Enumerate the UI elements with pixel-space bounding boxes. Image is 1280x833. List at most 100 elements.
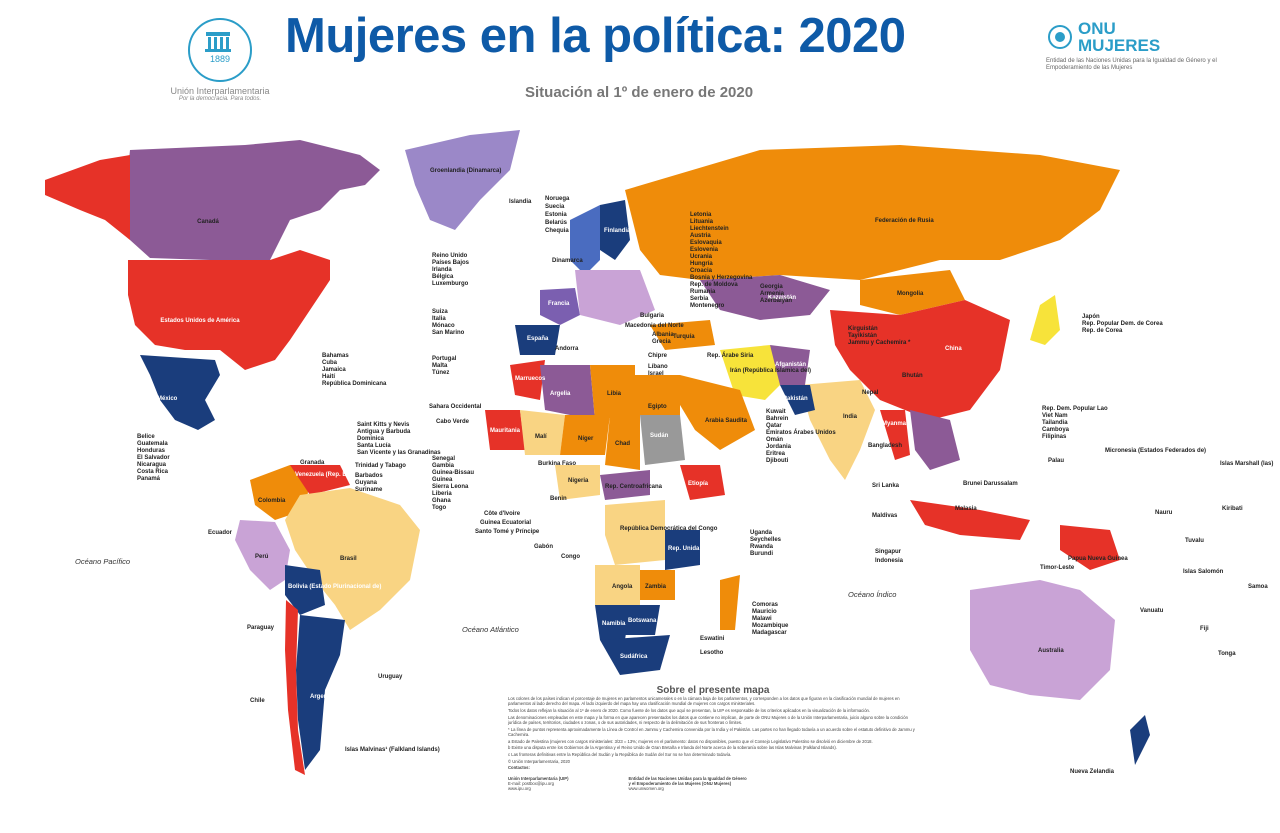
label-mongolia: Mongolia [897, 291, 924, 297]
svg-text:Japón: Japón [1082, 314, 1100, 320]
svg-text:Ghana: Ghana [432, 498, 451, 504]
svg-text:Italia: Italia [432, 316, 446, 322]
svg-text:Tailandia: Tailandia [1042, 420, 1068, 426]
svg-text:República Dominicana: República Dominicana [322, 381, 387, 387]
callout-micronesia: Micronesia (Estados Federados de) [1105, 448, 1206, 454]
svg-text:Mozambique: Mozambique [752, 623, 789, 629]
label-finlandia: Finlandia [604, 228, 631, 234]
svg-text:Dominica: Dominica [357, 436, 385, 442]
svg-text:Rumania: Rumania [690, 289, 716, 295]
country-zambia [640, 570, 675, 600]
country-turquia [650, 320, 715, 350]
country-russia [625, 145, 1120, 280]
about-paragraph-2: Todos los datos reflejan la situación al… [508, 708, 871, 714]
label-botswana: Botswana [628, 618, 657, 624]
country-mauritania [485, 410, 525, 450]
callout-southern-caribbean: Granada Trinidad y Tabago Barbados Guyan… [300, 460, 406, 493]
country-egipto [635, 375, 680, 415]
callout-singapur: Singapur Indonesia [875, 549, 904, 564]
country-congo-rd [605, 500, 665, 565]
country-central-europe [575, 270, 655, 325]
label-kazajstan: Kazajstán [768, 295, 796, 301]
svg-text:Líbano: Líbano [648, 364, 668, 370]
country-chad [605, 415, 640, 470]
callout-dinamarca: Dinamarca [552, 258, 583, 264]
about-copyright: © Unión Interparlamentaria, 2020 [508, 758, 570, 764]
callout-samoa: Samoa [1248, 584, 1268, 590]
svg-text:Bahrein: Bahrein [766, 416, 789, 422]
label-png: Papua Nueva Guinea [1068, 556, 1128, 562]
label-marruecos: Marruecos [515, 376, 546, 382]
svg-text:Cuba: Cuba [322, 360, 338, 366]
ocean-atlantic: Océano Atlántico [462, 625, 519, 634]
country-sudan [640, 415, 685, 465]
callout-central-asia: Kirguistán Tayikistán Jammu y Cachemira … [848, 326, 911, 346]
about-note-2: a Estado de Palestina (mujeres con cargo… [508, 738, 873, 744]
country-australia [970, 580, 1115, 700]
svg-text:Côte d'Ivoire: Côte d'Ivoire [484, 511, 521, 517]
svg-text:Suiza: Suiza [432, 309, 448, 315]
un-brand-line1: ONU [1078, 19, 1116, 38]
label-chad: Chad [615, 441, 630, 447]
svg-text:Lesotho: Lesotho [700, 650, 724, 656]
ocean-indian: Océano Índico [848, 590, 896, 599]
country-libia [590, 365, 635, 420]
svg-text:Luxemburgo: Luxemburgo [432, 281, 469, 287]
label-myanmar: Myanmar [882, 421, 909, 427]
country-alaska [45, 155, 130, 240]
country-finlandia [600, 200, 630, 260]
callout-lesser-antilles: Saint Kitts y Nevis Antigua y Barbuda Do… [357, 422, 441, 456]
callout-malasia: Malasia [955, 506, 977, 512]
label-usa: Estados Unidos de América [160, 318, 240, 324]
label-pakistan: Pakistán [783, 396, 808, 402]
country-pakistan [780, 385, 815, 415]
label-sudan: Sudán [650, 433, 669, 439]
about-note-4: c Las fronteras definitivas entre la Rep… [508, 752, 732, 758]
svg-text:El Salvador: El Salvador [137, 455, 170, 461]
country-arabia [680, 375, 755, 450]
svg-text:Estonia: Estonia [545, 212, 567, 218]
svg-text:Granada: Granada [300, 460, 325, 466]
svg-text:Ucrania: Ucrania [690, 254, 713, 260]
callout-central-america: Belice Guatemala Honduras El Salvador Ni… [137, 434, 170, 482]
svg-text:Viet Nam: Viet Nam [1042, 413, 1068, 419]
ipu-name: Unión Interparlamentaria [170, 86, 270, 96]
svg-text:Rwanda: Rwanda [750, 544, 774, 550]
country-mongolia [860, 270, 965, 315]
country-se-asia [910, 410, 960, 470]
label-niger: Níger [578, 436, 594, 442]
svg-text:Malta: Malta [432, 363, 448, 369]
label-namibia: Namibia [602, 621, 626, 627]
country-china [830, 300, 1010, 420]
svg-text:San Marino: San Marino [432, 330, 465, 336]
svg-text:Eslovenia: Eslovenia [690, 247, 719, 253]
country-marruecos [510, 360, 545, 400]
svg-text:Nicaragua: Nicaragua [137, 462, 167, 468]
country-usa [128, 250, 330, 370]
label-etiopia: Etiopía [688, 481, 709, 487]
country-angola [595, 565, 640, 605]
svg-text:Azerbaiyán: Azerbaiyán [760, 298, 792, 304]
callout-east-asia: Japón Rep. Popular Dem. de Corea Rep. de… [1082, 314, 1163, 334]
svg-text:Camboya: Camboya [1042, 427, 1070, 433]
country-myanmar [880, 410, 910, 460]
svg-text:Jordania: Jordania [766, 444, 792, 450]
contact-un-women: Entidad de las Naciones Unidas para la I… [628, 775, 747, 792]
label-arabia: Arabia Saudita [705, 418, 748, 424]
page-title: Mujeres en la política: 2020 [285, 9, 906, 63]
label-argelia: Argelia [550, 391, 571, 397]
svg-text:Guatemala: Guatemala [137, 441, 168, 447]
svg-text:Montenegro: Montenegro [690, 303, 725, 309]
label-australia: Australia [1038, 648, 1064, 654]
label-iran: Irán (República Islámica del) [730, 368, 811, 374]
svg-text:Israel: Israel [648, 371, 664, 377]
country-argelia [540, 365, 595, 420]
svg-text:Liechtenstein: Liechtenstein [690, 226, 729, 232]
country-mali [520, 410, 565, 455]
country-japon [1030, 295, 1060, 345]
svg-text:Serbia: Serbia [690, 296, 709, 302]
svg-text:Grecia: Grecia [652, 339, 671, 345]
svg-text:Lituania: Lituania [690, 219, 714, 225]
svg-text:Kuwait: Kuwait [766, 409, 786, 415]
un-brand-line2: MUJERES [1078, 36, 1161, 55]
